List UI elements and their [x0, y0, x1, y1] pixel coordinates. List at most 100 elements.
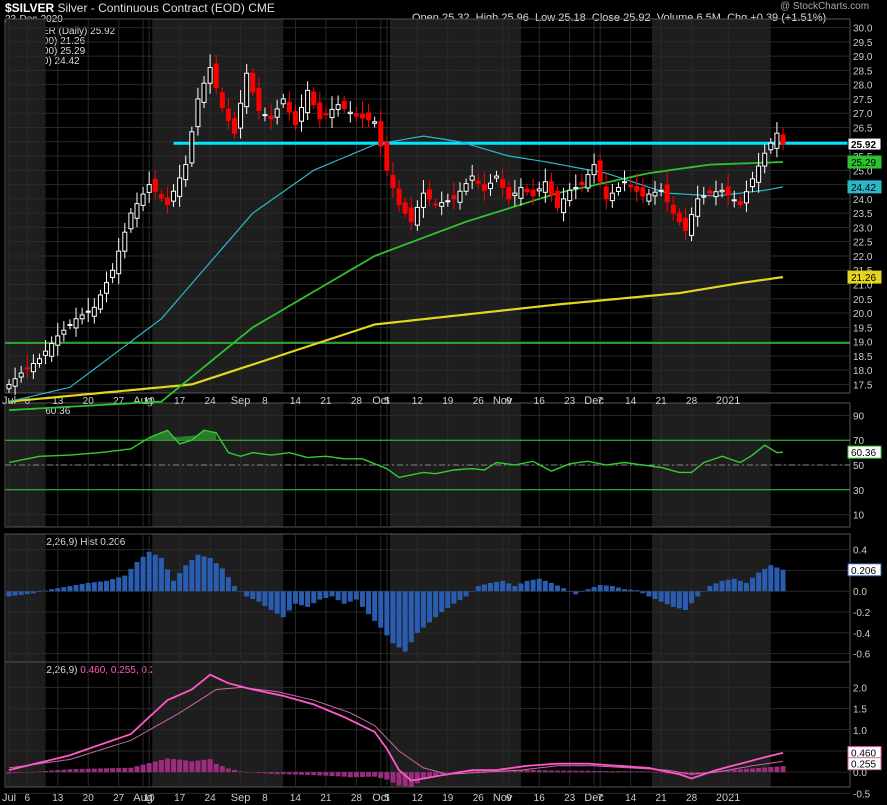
candle: [177, 164, 183, 207]
macd-diff-bar: [737, 769, 743, 773]
candle-body: [445, 200, 451, 203]
y-tick-label: 21.0: [853, 281, 873, 292]
candle: [750, 171, 756, 193]
y-tick-label: 19.0: [853, 338, 873, 349]
candle: [171, 184, 177, 207]
macd-diff-bar: [341, 772, 347, 777]
macd-hist-bar: [347, 591, 353, 602]
y-tick-label: 19.5: [853, 323, 873, 334]
x-tick-label: 14: [625, 793, 637, 804]
candle-body: [311, 91, 317, 106]
x-tick-label: 2021: [716, 395, 740, 407]
macd-hist-bar: [701, 591, 707, 592]
macd-hist-bar: [682, 591, 688, 610]
candle-body: [36, 358, 42, 364]
macd-hist-bar: [591, 587, 597, 592]
macd-hist-bar: [427, 591, 433, 623]
candle: [140, 186, 146, 212]
candle: [689, 207, 695, 242]
macd-diff-bar: [24, 772, 30, 773]
macd-hist-bar: [359, 591, 365, 607]
x-tick-label: Oct: [372, 792, 389, 804]
candle: [707, 185, 713, 198]
macd-hist-bar: [634, 590, 640, 592]
candle-body: [646, 193, 652, 202]
macd-diff-bar: [768, 767, 774, 773]
candle-body: [420, 192, 426, 208]
candle-body: [530, 189, 536, 197]
candle: [158, 189, 164, 203]
y-tick-label: 90: [853, 411, 865, 422]
candle-body: [628, 184, 634, 187]
macd-diff-bar: [280, 772, 286, 775]
candle: [445, 193, 451, 207]
badge-box: [847, 180, 882, 194]
candle: [323, 106, 329, 120]
macd-hist-bar: [756, 572, 762, 592]
candle: [305, 81, 311, 120]
macd-hist-bar: [122, 575, 128, 592]
macd-hist-bar: [378, 591, 384, 628]
macd-diff-bar: [30, 771, 36, 773]
macd-hist-bar: [597, 584, 603, 592]
candle-body: [500, 178, 506, 188]
macd-hist-bar: [18, 591, 24, 595]
candle: [591, 153, 597, 184]
macd-hist-bar: [774, 567, 780, 592]
macd-diff-bar: [146, 763, 152, 773]
y-tick-label: 2.0: [853, 683, 867, 694]
y-tick-label: 25.0: [853, 166, 873, 177]
candle-body: [585, 174, 591, 189]
candle-body: [49, 343, 55, 357]
y-tick-label: 20.5: [853, 295, 873, 306]
x-tick-label: Dec: [584, 395, 604, 407]
candle: [725, 173, 731, 206]
candle: [701, 186, 707, 205]
y-tick-label: 70: [853, 436, 865, 447]
badge-box: [847, 155, 882, 169]
candle: [231, 111, 237, 139]
candle: [719, 183, 725, 198]
macd-diff-bar: [158, 759, 164, 773]
candle-body: [12, 378, 18, 387]
candle: [713, 180, 719, 206]
candle: [219, 87, 225, 112]
candle-body: [408, 207, 414, 223]
candle: [463, 178, 469, 196]
macd-diff-bar: [634, 771, 640, 773]
x-tick-label: Aug: [133, 792, 153, 804]
macd-hist-bar: [390, 591, 396, 644]
macd-hist-bar: [646, 591, 652, 597]
macd-diff-bar: [238, 771, 244, 773]
y-tick-label: 30: [853, 486, 865, 497]
x-tick-label: 9: [506, 396, 512, 407]
x-tick-label: 17: [174, 396, 186, 407]
candle: [762, 144, 768, 174]
close-value: 25.92: [623, 12, 651, 24]
x-tick-label: 10: [144, 793, 156, 804]
macd-diff-bar: [384, 772, 390, 780]
macd-hist-bar: [731, 578, 737, 592]
candle: [774, 122, 780, 158]
candle-body: [6, 383, 12, 390]
candle: [451, 182, 457, 210]
macd-hist-bar: [713, 583, 719, 592]
candle: [299, 94, 305, 132]
candle: [73, 307, 79, 337]
candle: [646, 188, 652, 206]
macd-diff-bar: [104, 768, 110, 773]
candle: [110, 263, 116, 284]
macd-diff-bar: [469, 770, 475, 773]
x-tick-label: 8: [262, 396, 268, 407]
macd-hist-bar: [6, 591, 12, 597]
candle: [91, 298, 97, 324]
macd-diff-bar: [695, 772, 701, 775]
candle-body: [110, 269, 116, 278]
candle: [12, 367, 18, 396]
candle: [317, 91, 323, 128]
month-band-2-3: [652, 534, 771, 662]
exchange-label: CME: [248, 1, 275, 15]
macd-hist-bar: [110, 579, 116, 592]
candle: [292, 104, 298, 131]
value-badge-ma100: 25.29: [847, 155, 882, 169]
